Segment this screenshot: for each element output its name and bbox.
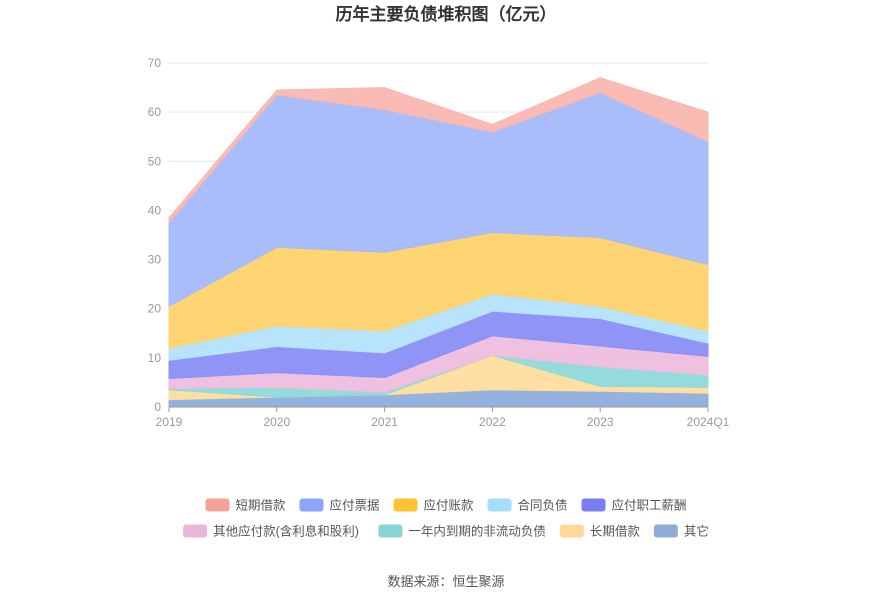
legend-label: 其他应付款(含利息和股利) [213,524,359,539]
x-tick-label: 2023 [587,415,614,429]
legend-item[interactable]: 长期借款 [559,524,641,539]
legend-swatch [183,524,208,538]
y-tick-label: 60 [148,105,162,119]
legend-label: 一年内到期的非流动负债 [408,524,546,539]
legend-swatch [487,498,512,512]
x-tick-label: 2021 [371,415,398,429]
legend-swatch [559,524,584,538]
legend-swatch [581,498,606,512]
y-tick-label: 30 [148,253,162,267]
y-tick-label: 20 [148,302,162,316]
legend-item[interactable]: 合同负债 [487,498,568,513]
data-source: 数据来源：恒生聚源 [387,574,504,589]
y-tick-label: 40 [148,203,162,217]
legend-label: 合同负债 [518,498,568,513]
y-tick-label: 10 [148,351,162,365]
x-tick-label: 2024Q1 [687,415,730,429]
legend-item[interactable]: 其他应付款(含利息和股利) [183,524,359,539]
legend-swatch [299,498,324,512]
legend-swatch [205,498,230,512]
x-tick-label: 2019 [156,415,183,429]
legend-label: 应付账款 [424,498,475,513]
area-series [168,77,709,408]
legend-item[interactable]: 应付票据 [299,498,380,513]
y-tick-label: 70 [148,56,162,70]
legend-swatch [378,524,403,538]
legend-item[interactable]: 其它 [653,524,709,539]
legend-item[interactable]: 应付账款 [393,498,475,513]
legend-label: 长期借款 [590,525,641,539]
legend-item[interactable]: 一年内到期的非流动负债 [378,524,546,539]
legend-label: 其它 [684,524,709,539]
chart-title: 历年主要负债堆积图（亿元） [336,4,557,24]
legend-label: 短期借款 [236,499,287,513]
legend-swatch [653,524,678,538]
legend-item[interactable]: 短期借款 [205,498,287,513]
legend-label: 应付票据 [330,498,380,513]
y-tick-label: 0 [154,400,161,414]
x-tick-label: 2022 [479,415,506,429]
area-短期借款 [168,77,709,225]
axes: 2019 2020 2021 2022 2023 2024Q1 [156,406,730,429]
y-tick-label: 50 [148,154,162,168]
x-tick-label: 2020 [263,415,290,429]
legend-swatch [393,498,418,512]
legend-item[interactable]: 应付职工薪酬 [581,498,687,513]
legend-label: 应付职工薪酬 [612,498,687,513]
